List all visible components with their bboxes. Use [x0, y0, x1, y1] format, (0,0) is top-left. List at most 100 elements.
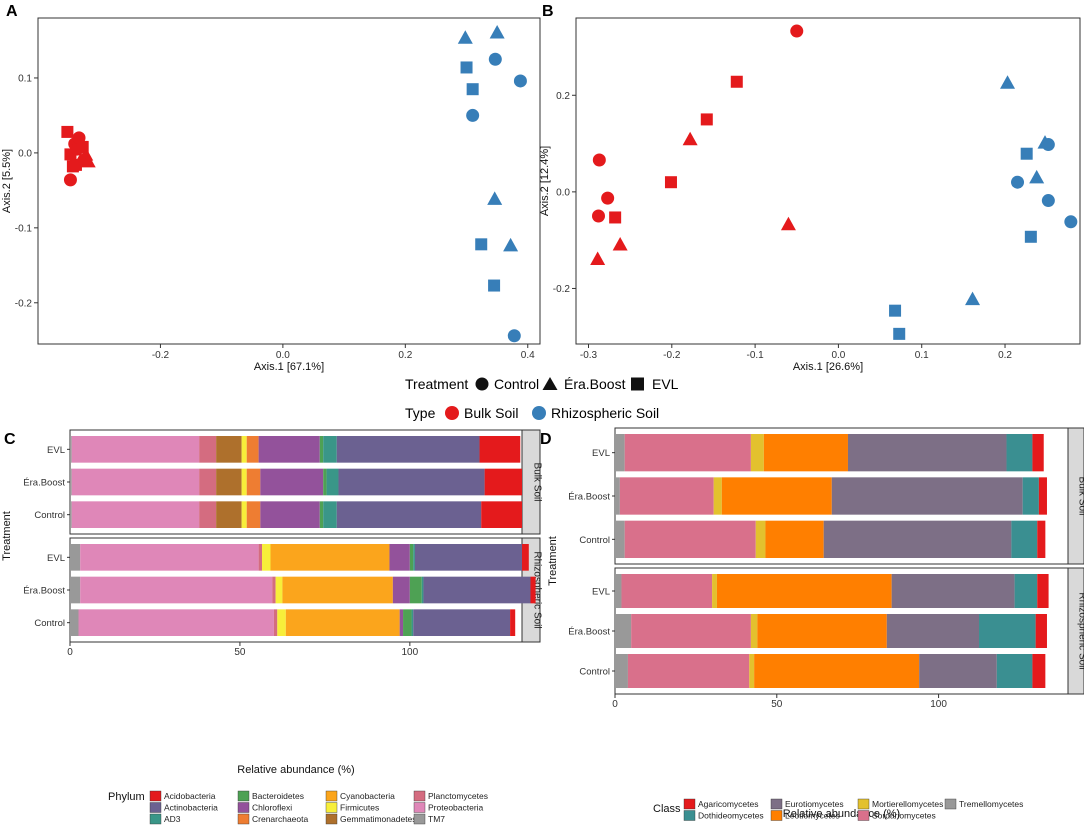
- legend-title: Phylum: [108, 791, 145, 803]
- legend-swatch: [149, 802, 162, 813]
- category-label: EVL: [47, 445, 65, 456]
- stacked-bar-segment: [260, 468, 324, 496]
- x-tick-label: -0.3: [580, 350, 598, 361]
- data-point-triangle: [612, 236, 628, 251]
- legend-swatch: [857, 798, 870, 810]
- legend-item-label: TM7: [428, 814, 445, 824]
- legend-swatch: [944, 798, 957, 810]
- stacked-bar-segment: [823, 520, 1012, 558]
- data-point-square: [730, 75, 743, 88]
- data-point-triangle: [80, 153, 96, 168]
- stacked-bar-segment: [241, 436, 247, 463]
- stacked-bar-segment: [199, 468, 217, 496]
- stacked-bar-segment: [71, 501, 200, 528]
- data-point-circle: [592, 153, 606, 167]
- stacked-bar-segment: [70, 436, 72, 463]
- data-point-circle: [1041, 194, 1055, 208]
- data-point-circle: [513, 74, 527, 88]
- stacked-bar-segment: [713, 477, 722, 515]
- legend-swatch: [237, 790, 250, 802]
- stacked-bar-segment: [522, 544, 529, 571]
- stacked-bar-segment: [484, 468, 522, 496]
- stacked-bar-segment: [71, 436, 200, 463]
- stacked-bar-segment: [615, 614, 632, 648]
- legend-item-label: Firmicutes: [340, 803, 379, 813]
- stacked-bar-segment: [1037, 520, 1046, 558]
- stacked-bar-segment: [319, 436, 324, 463]
- stacked-bar-segment: [1022, 477, 1039, 515]
- data-point-square: [61, 125, 74, 138]
- y-tick-label: -0.1: [15, 223, 33, 234]
- stacked-bar-segment: [275, 576, 283, 604]
- stacked-bar-segment: [323, 468, 327, 496]
- stacked-bar-segment: [80, 544, 259, 571]
- x-tick-label: -0.2: [663, 350, 681, 361]
- data-point-triangle: [682, 131, 698, 146]
- stacked-bar-segment: [241, 501, 247, 528]
- stacked-bar-segment: [716, 574, 892, 608]
- data-point-circle: [1011, 175, 1025, 189]
- legend-swatch: [857, 810, 870, 821]
- facet-strip-label: Bulk Soil: [1077, 477, 1084, 516]
- category-label: Control: [579, 667, 610, 678]
- data-point-triangle: [1029, 169, 1045, 184]
- legend-rhizo-label: Rhizospheric Soil: [551, 405, 659, 421]
- stacked-bar-segment: [615, 654, 628, 688]
- legend-item-label: Crenarchaeota: [252, 814, 309, 824]
- y-tick-label: -0.2: [15, 298, 33, 309]
- data-point-triangle: [965, 291, 981, 306]
- stacked-bar-segment: [399, 609, 404, 636]
- x-tick-label: 100: [930, 699, 947, 710]
- legend-item-label: Leotiomycetes: [785, 811, 840, 821]
- data-point-circle: [466, 108, 480, 122]
- panel-label-b: B: [542, 3, 554, 20]
- stacked-bar-segment: [750, 614, 758, 648]
- stacked-bar-segment: [216, 436, 242, 463]
- stacked-bar-segment: [847, 434, 1007, 472]
- category-label: Éra.Boost: [23, 478, 65, 489]
- plot-frame: [575, 17, 1081, 345]
- stacked-bar-segment: [403, 609, 412, 636]
- x-axis-label: Axis.1 [26.6%]: [793, 361, 863, 373]
- y-axis-label: Treatment: [547, 536, 559, 586]
- type-legend-title: Type: [405, 405, 436, 421]
- stacked-bar-segment: [891, 574, 1015, 608]
- x-tick-label: -0.2: [152, 350, 170, 361]
- panel-label-d: D: [540, 431, 552, 448]
- y-axis-label: Axis.2 [5.5%]: [1, 149, 13, 213]
- treatment-legend-title: Treatment: [405, 376, 468, 392]
- stacked-bar-segment: [481, 501, 522, 528]
- legend-swatch: [325, 813, 338, 825]
- stacked-bar-segment: [282, 576, 393, 604]
- x-tick-label: 50: [771, 699, 783, 710]
- legend-item-label: Eurotiomycetes: [785, 799, 844, 809]
- stacked-bar-segment: [246, 468, 261, 496]
- stacked-bar-segment: [258, 436, 320, 463]
- stacked-bar-segment: [70, 468, 72, 496]
- stacked-bar-segment: [1014, 574, 1038, 608]
- stacked-bar-segment: [277, 609, 286, 636]
- data-point-square: [69, 158, 82, 171]
- stacked-bar-segment: [996, 654, 1033, 688]
- stacked-bar-segment: [260, 501, 320, 528]
- data-point-square: [466, 83, 479, 96]
- stacked-bar-segment: [1038, 477, 1047, 515]
- stacked-bar-segment: [919, 654, 997, 688]
- stacked-bar-segment: [712, 574, 717, 608]
- stacked-bar-segment: [411, 609, 414, 636]
- x-tick-label: 0: [67, 647, 73, 658]
- legend-swatch: [149, 813, 162, 825]
- stacked-bar-segment: [70, 544, 81, 571]
- stacked-bar-segment: [979, 614, 1036, 648]
- x-tick-label: 0.4: [521, 350, 535, 361]
- x-tick-label: 0.2: [998, 350, 1012, 361]
- data-point-square: [488, 279, 501, 292]
- stacked-bar-segment: [530, 576, 536, 604]
- stacked-bar-segment: [216, 501, 242, 528]
- stacked-bar-segment: [199, 501, 217, 528]
- stacked-bar-segment: [413, 609, 511, 636]
- y-tick-label: 0.0: [556, 187, 570, 198]
- legend-swatch: [149, 790, 162, 802]
- category-label: Control: [34, 510, 65, 521]
- data-point-square: [1020, 147, 1033, 160]
